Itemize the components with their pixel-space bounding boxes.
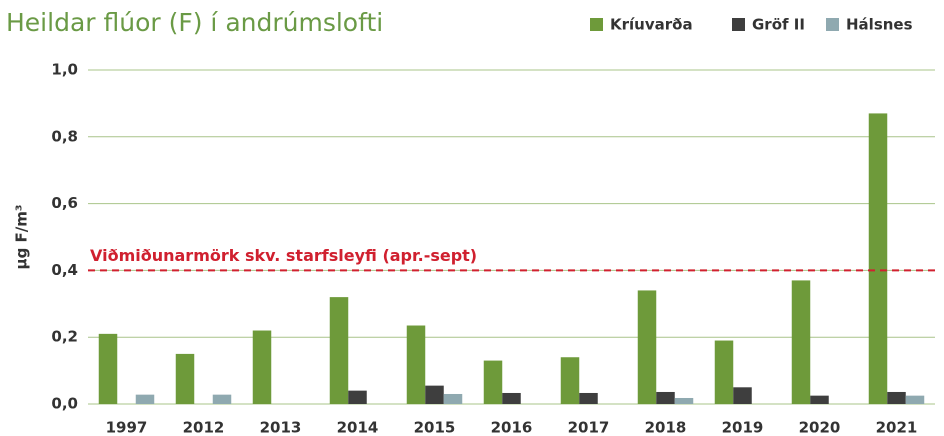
chart-title: Heildar flúor (F) í andrúmslofti [6,8,383,37]
bar [348,390,367,404]
x-tick-label: 2012 [183,419,225,436]
bar [252,330,272,404]
reference-label: Viðmiðunarmörk skv. starfsleyfi (apr.-se… [90,246,477,265]
bar [733,387,752,404]
bar [868,113,888,405]
bar [502,392,521,404]
y-tick-label: 0,4 [51,261,78,279]
x-tick-label: 2015 [414,419,456,436]
y-axis-label: µg F/m³ [13,205,31,270]
x-tick-label: 2020 [799,419,841,436]
x-tick-label: 2018 [645,419,687,436]
bar [135,394,155,404]
bar [674,397,694,404]
legend-label: Kríuvarða [610,16,693,34]
legend-swatch [590,18,603,31]
bar [905,395,925,404]
x-tick-label: 2016 [491,419,533,436]
y-tick-label: 0,0 [51,395,78,413]
bar [791,280,811,404]
y-tick-label: 1,0 [51,61,78,79]
bar [560,357,580,404]
bar [175,353,195,404]
x-tick-label: 2017 [568,419,610,436]
bar [329,297,349,404]
bar [887,391,906,404]
x-tick-label: 2019 [722,419,764,436]
x-tick-label: 2013 [260,419,302,436]
bar [425,385,444,404]
legend-swatch [732,18,745,31]
bar [637,290,657,404]
bar [656,391,675,404]
x-tick-label: 2014 [337,419,379,436]
bar [579,392,598,404]
y-tick-label: 0,8 [51,127,78,145]
y-tick-label: 0,6 [51,194,78,212]
bar [714,340,734,404]
x-tick-label: 1997 [106,419,148,436]
y-tick-label: 0,2 [51,328,78,346]
legend-label: Gröf II [752,16,805,34]
bar [483,360,503,404]
bar [443,393,463,404]
bar [98,333,118,404]
bar [212,394,232,404]
legend-label: Hálsnes [846,16,913,34]
x-tick-label: 2021 [876,419,918,436]
legend-swatch [826,18,839,31]
bar [406,325,426,404]
bar [810,395,829,404]
